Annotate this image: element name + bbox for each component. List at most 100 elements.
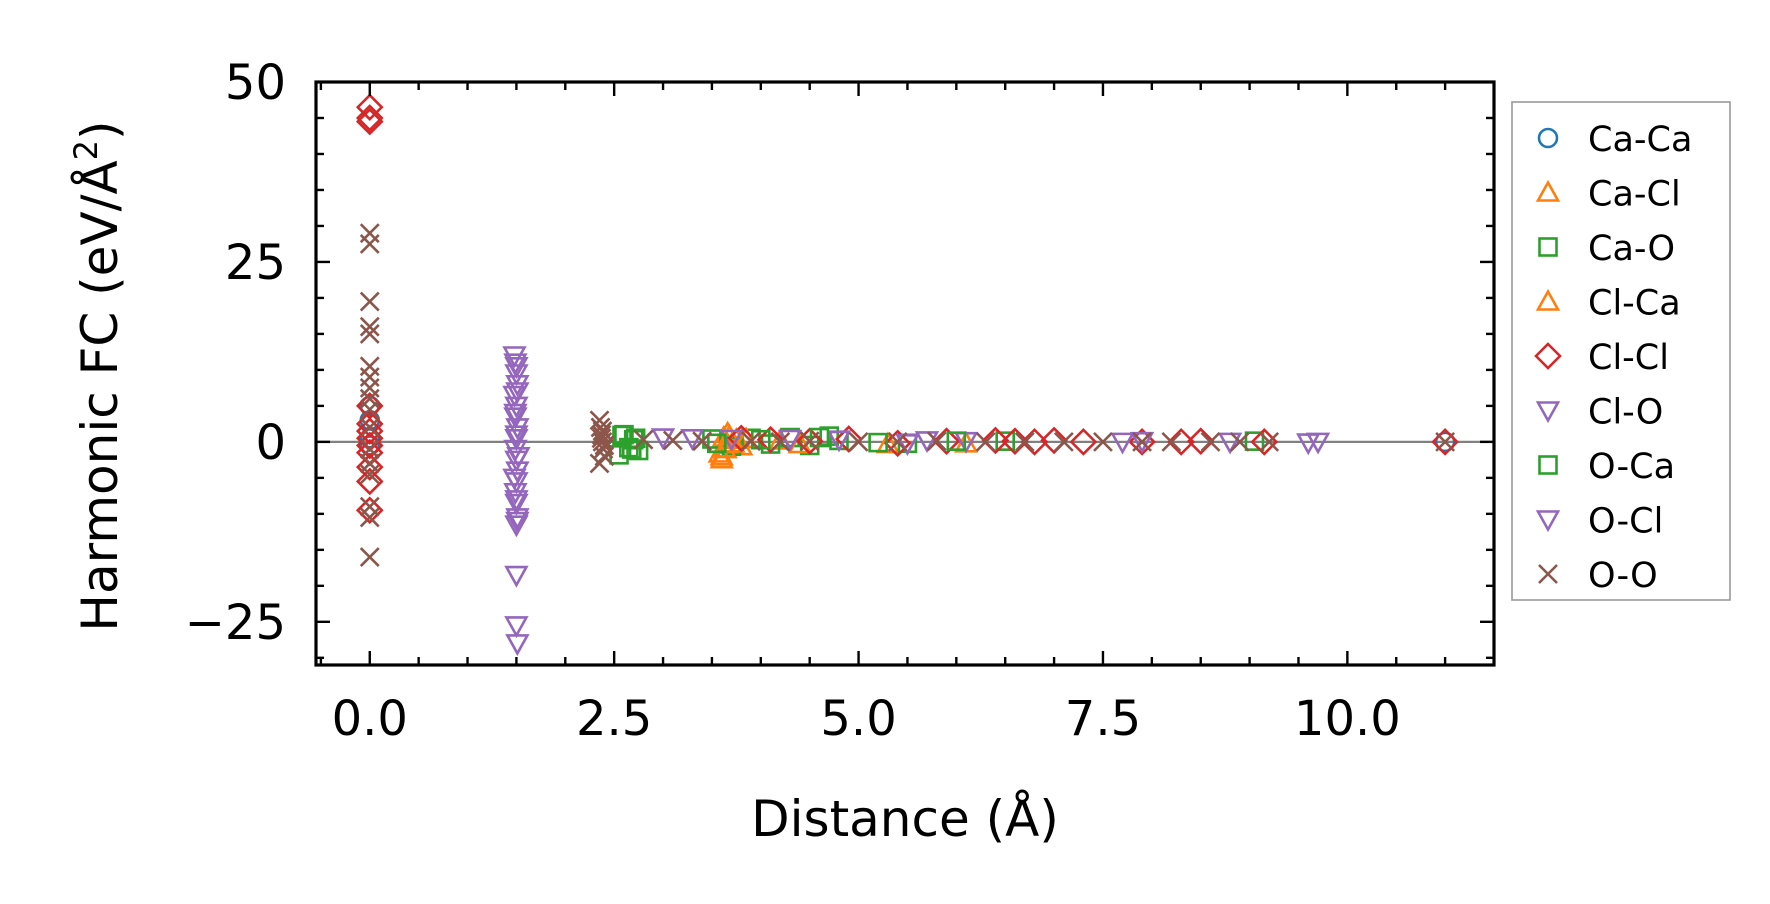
data-point xyxy=(1040,426,1068,455)
data-point xyxy=(741,431,761,452)
data-point xyxy=(1434,431,1456,453)
data-point xyxy=(926,431,947,452)
data-point xyxy=(621,439,642,459)
data-point xyxy=(355,104,384,132)
data-point xyxy=(1069,428,1098,456)
data-point xyxy=(355,107,384,136)
data-point xyxy=(727,424,756,453)
legend-label: O-Cl xyxy=(1588,502,1663,542)
axes: 0.0 2.5 5.0 7.5 10.0 −25 0 25 50 xyxy=(185,55,1496,747)
data-point xyxy=(826,430,852,453)
legend-label: Ca-Cl xyxy=(1588,175,1681,215)
data-point xyxy=(355,93,384,122)
legend-entry: O-Ca xyxy=(1538,447,1675,487)
legend-marker xyxy=(1535,179,1561,202)
legend-entry: Ca-O xyxy=(1538,229,1675,269)
legend-label: Ca-Ca xyxy=(1588,120,1692,160)
data-point xyxy=(1259,431,1280,452)
data-point xyxy=(946,431,967,451)
data-point xyxy=(503,403,528,426)
data-point xyxy=(883,429,912,458)
data-point xyxy=(895,434,920,456)
data-point xyxy=(1020,428,1049,456)
data-point xyxy=(981,426,1010,455)
y-axis-label: Harmonic FC (eV/Å2) xyxy=(67,120,129,631)
data-point xyxy=(1435,431,1456,452)
data-point xyxy=(504,490,529,513)
data-point xyxy=(504,428,529,451)
legend-marker xyxy=(1535,401,1561,424)
legend-label: O-O xyxy=(1588,556,1658,596)
y-tick-label: 0 xyxy=(255,415,286,471)
data-point xyxy=(975,431,996,452)
data-point xyxy=(1161,431,1182,452)
data-point xyxy=(1167,428,1196,456)
plot-frame xyxy=(314,80,1496,667)
y-axis-label-main: Harmonic FC (eV/Å xyxy=(71,160,129,631)
data-point xyxy=(355,417,384,445)
data-point xyxy=(628,440,649,461)
y-tick-label: 50 xyxy=(225,55,286,111)
data-point xyxy=(504,357,529,379)
data-point xyxy=(504,616,529,639)
y-axis-label-suffix: ) xyxy=(71,120,129,140)
legend-entry: Ca-Ca xyxy=(1537,120,1692,160)
data-point xyxy=(1132,431,1152,452)
x-tick-label: 10.0 xyxy=(1294,691,1401,747)
legend-entry: Ca-Cl xyxy=(1535,175,1681,215)
data-point xyxy=(680,428,705,451)
legend: Ca-Ca Ca-Cl Ca-O Cl-Ca Cl-Cl Cl-O O-Ca O-Cl O-O xyxy=(1511,101,1731,601)
data-point xyxy=(504,493,529,516)
data-point xyxy=(887,431,908,452)
data-point xyxy=(504,425,529,448)
data-point xyxy=(777,429,803,452)
data-point xyxy=(359,399,380,420)
data-point xyxy=(355,496,384,525)
data-point xyxy=(504,565,529,588)
data-point xyxy=(1200,431,1221,452)
data-point xyxy=(1229,431,1250,452)
y-axis-label-superscript: 2 xyxy=(67,140,105,160)
legend-marker xyxy=(1534,342,1562,370)
series-o-ca xyxy=(612,425,967,459)
legend-label: Ca-O xyxy=(1588,229,1675,269)
data-point xyxy=(591,428,612,449)
legend-entry: Cl-O xyxy=(1535,393,1663,433)
legend-marker xyxy=(1537,127,1559,149)
data-point xyxy=(359,464,380,485)
data-point xyxy=(503,407,528,430)
legend-marker xyxy=(1535,288,1561,311)
legend-entry: Cl-Ca xyxy=(1535,284,1681,324)
legend-label: Cl-O xyxy=(1588,393,1663,433)
legend-label: Cl-Cl xyxy=(1588,338,1669,378)
data-point xyxy=(914,431,940,454)
legend-entry: O-Cl xyxy=(1535,502,1663,542)
data-point xyxy=(1431,428,1459,456)
data-point xyxy=(359,316,380,337)
legend-label: Cl-Ca xyxy=(1588,284,1681,324)
data-point xyxy=(834,425,863,453)
data-point xyxy=(504,364,529,387)
legend-entry: O-O xyxy=(1538,556,1658,596)
data-point xyxy=(1305,432,1331,455)
legend-marker xyxy=(1538,237,1558,257)
data-point xyxy=(359,323,380,344)
data-point xyxy=(1093,431,1113,452)
data-point xyxy=(1186,427,1215,455)
data-point xyxy=(633,429,654,450)
data-point xyxy=(650,428,676,451)
data-point xyxy=(1001,427,1029,455)
data-point xyxy=(359,291,380,312)
y-tick-label: 25 xyxy=(225,235,286,291)
legend-entry: Cl-Cl xyxy=(1534,338,1669,378)
data-point xyxy=(770,431,791,452)
data-point xyxy=(1129,431,1155,454)
x-tick-label: 5.0 xyxy=(820,691,896,747)
y-tick-label: −25 xyxy=(185,595,286,651)
data-point xyxy=(795,427,824,455)
x-tick-label: 0.0 xyxy=(332,691,408,747)
data-point xyxy=(932,427,961,455)
data-point xyxy=(1110,432,1135,455)
data-point xyxy=(505,382,530,405)
